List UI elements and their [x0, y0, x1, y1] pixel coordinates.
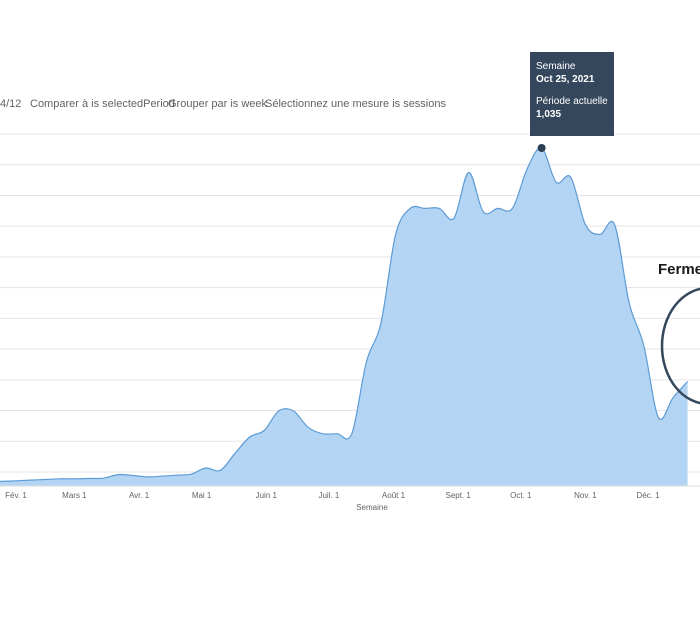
x-tick-label: Mars 1 — [62, 491, 87, 500]
x-tick-label: Nov. 1 — [574, 491, 597, 500]
x-tick-label: Oct. 1 — [510, 491, 532, 500]
annotation-circle — [660, 287, 700, 405]
x-tick-label: Avr. 1 — [129, 491, 150, 500]
x-tick-label: Fév. 1 — [5, 491, 27, 500]
x-tick-label: Sept. 1 — [446, 491, 472, 500]
x-axis-title: Semaine — [356, 503, 388, 512]
x-tick-label: Mai 1 — [192, 491, 212, 500]
x-tick-label: Août 1 — [382, 491, 406, 500]
compare-selector[interactable]: Comparer à is selectedPeriod — [30, 98, 175, 110]
report-toolbar: 4/12 Comparer à is selectedPeriod Groupe… — [0, 98, 520, 114]
series-line — [0, 147, 689, 483]
group-by-selector[interactable]: Grouper par is week — [168, 98, 268, 110]
annotation-label: Ferme — [658, 261, 700, 278]
hover-point-marker — [537, 144, 546, 152]
period-selector[interactable]: 4/12 — [0, 98, 22, 110]
tooltip-week-value: Oct 25, 2021 — [536, 74, 595, 85]
tooltip-period-value: 1,035 — [536, 109, 562, 120]
x-tick-labels: Fév. 1 Mars 1 Avr. 1 Mai 1 Juin 1 Juil. 1 Août… — [5, 491, 660, 500]
tooltip-period-label: Période actuelle — [536, 96, 608, 107]
x-tick-label: Déc. 1 — [636, 491, 660, 500]
tooltip-week-label: Semaine — [536, 61, 576, 72]
hover-tooltip: Semaine Oct 25, 2021 Période actuelle 1,… — [530, 52, 614, 136]
x-tick-label: Juil. 1 — [318, 491, 339, 500]
x-tick-label: Juin 1 — [256, 491, 278, 500]
measure-selector[interactable]: Sélectionnez une mesure is sessions — [265, 98, 446, 110]
series-area — [0, 147, 688, 486]
